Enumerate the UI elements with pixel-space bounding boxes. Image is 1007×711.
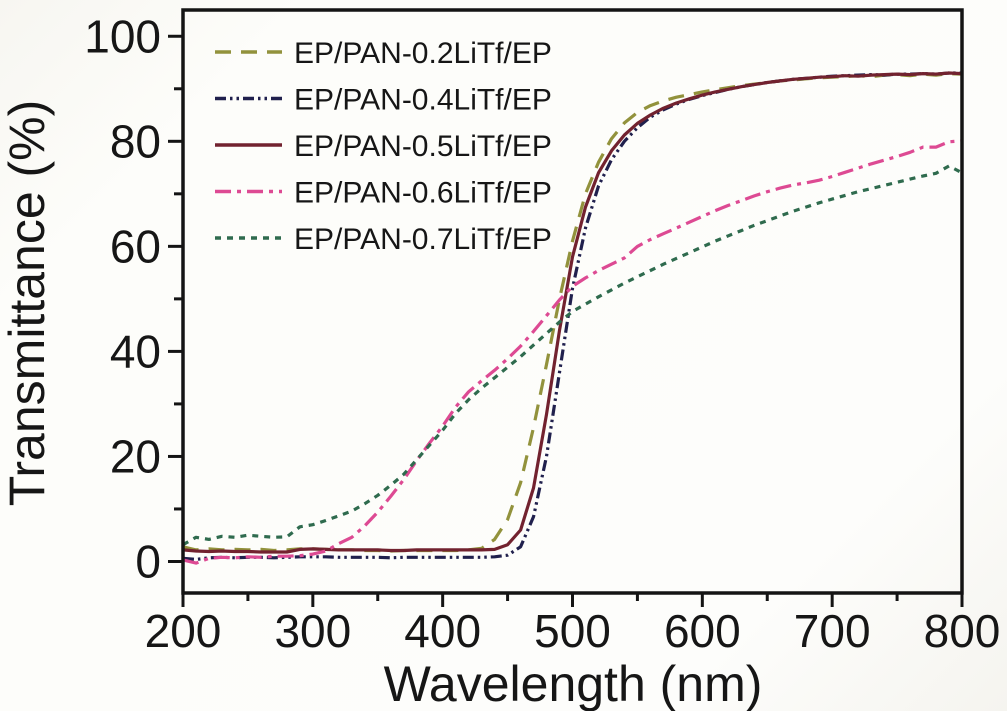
- legend: EP/PAN-0.2LiTf/EP EP/PAN-0.4LiTf/EP EP/PAN…: [215, 37, 552, 256]
- x-tick-label: 500: [534, 605, 611, 657]
- x-tick-label: 700: [794, 605, 871, 657]
- x-tick-label: 800: [924, 605, 1001, 657]
- legend-item-label: EP/PAN-0.4LiTf/EP: [294, 84, 552, 117]
- x-axis-title: Wavelength (nm): [384, 656, 763, 711]
- y-tick-label: 80: [110, 115, 161, 167]
- plot-frame: [181, 8, 964, 595]
- y-tick-label: 40: [110, 325, 161, 377]
- x-tick-label: 300: [274, 605, 351, 657]
- y-tick-label: 60: [110, 220, 161, 272]
- legend-item: EP/PAN-0.7LiTf/EP: [215, 223, 552, 256]
- series-line-2: [182, 71, 963, 554]
- legend-item-label: EP/PAN-0.7LiTf/EP: [294, 223, 552, 256]
- legend-item-label: EP/PAN-0.6LiTf/EP: [294, 177, 552, 210]
- series-lines: [182, 71, 963, 565]
- x-axis: 200 300 400 500 600 700 800: [145, 593, 1001, 657]
- y-tick-label: 20: [110, 430, 161, 482]
- y-axis-title: Transmittance (%): [0, 100, 55, 507]
- legend-item-label: EP/PAN-0.5LiTf/EP: [294, 130, 552, 163]
- legend-item: EP/PAN-0.5LiTf/EP: [215, 130, 552, 163]
- x-tick-label: 200: [145, 605, 222, 657]
- series-line-3: [182, 139, 963, 565]
- y-tick-label: 100: [84, 10, 161, 62]
- y-tick-label: 0: [135, 535, 161, 587]
- series-line-4: [182, 164, 963, 547]
- legend-item: EP/PAN-0.2LiTf/EP: [215, 37, 552, 70]
- legend-item: EP/PAN-0.4LiTf/EP: [215, 84, 552, 117]
- legend-item-label: EP/PAN-0.2LiTf/EP: [294, 37, 552, 70]
- x-tick-label: 400: [404, 605, 481, 657]
- x-tick-label: 600: [664, 605, 741, 657]
- y-axis: 0 20 40 60 80 100: [84, 10, 183, 587]
- legend-item: EP/PAN-0.6LiTf/EP: [215, 177, 552, 210]
